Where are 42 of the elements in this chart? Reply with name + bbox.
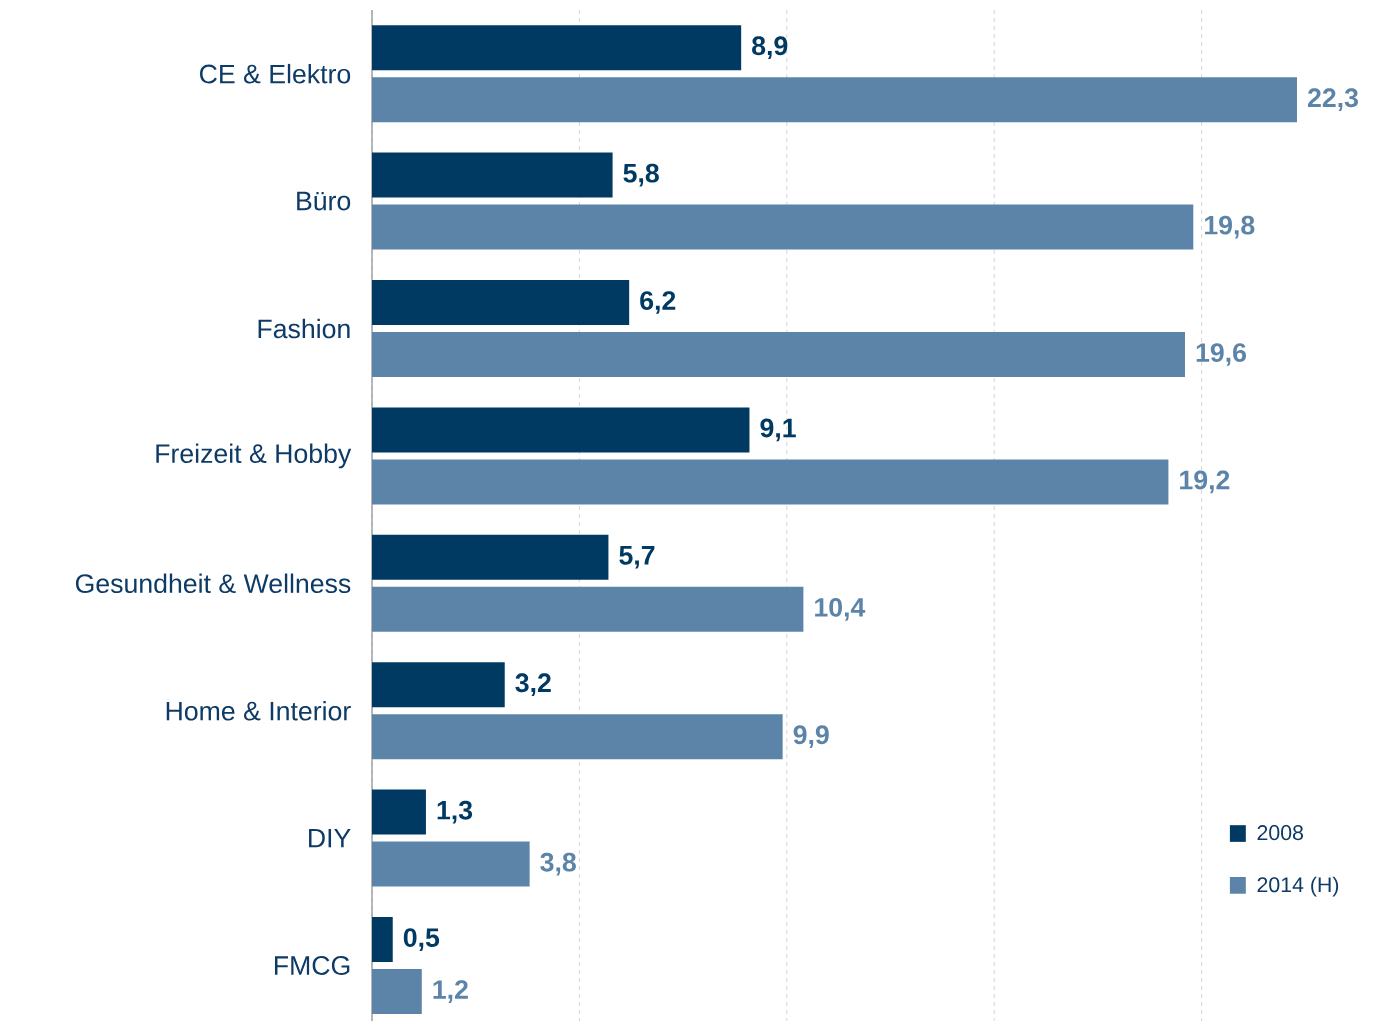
bar <box>372 152 613 198</box>
bar <box>372 459 1169 505</box>
y-tick-label: Büro <box>297 191 351 211</box>
bar <box>372 841 530 887</box>
legend-label: 2014 (H) <box>1257 876 1339 897</box>
bar <box>372 969 422 1015</box>
bar <box>372 586 804 632</box>
data-label: 6,2 <box>640 291 676 314</box>
data-label: 8,9 <box>752 36 788 60</box>
data-label: 3,8 <box>540 852 576 876</box>
data-label: 5,7 <box>619 546 655 569</box>
data-label: 19,6 <box>1196 343 1246 366</box>
y-tick-label: DIY <box>309 828 351 848</box>
bar <box>372 77 1297 123</box>
bar <box>372 407 750 453</box>
y-tick-label: FMCG <box>274 956 350 975</box>
data-label: 0,5 <box>403 928 440 951</box>
bar <box>372 280 630 325</box>
y-tick-label: CE & Elektro <box>200 63 351 84</box>
data-label: 19,8 <box>1205 215 1255 239</box>
data-label: 22,3 <box>1307 88 1358 112</box>
data-label: 3,2 <box>515 673 551 697</box>
bar <box>372 714 783 760</box>
bar <box>372 204 1194 250</box>
data-label: 9,1 <box>760 418 796 442</box>
data-label: 9,9 <box>793 725 829 749</box>
bar <box>372 662 505 708</box>
bar <box>372 789 426 835</box>
data-label: 19,2 <box>1180 470 1230 494</box>
y-tick-label: Home & Interior <box>166 700 351 721</box>
bar <box>372 332 1186 377</box>
y-tick-label: Freizeit & Hobby <box>156 443 352 469</box>
data-label: 1,3 <box>437 800 473 824</box>
y-tick-label: Fashion <box>258 318 350 339</box>
bar <box>372 534 609 580</box>
data-label: 1,2 <box>433 980 468 1003</box>
legend-label: 2008 <box>1257 825 1304 841</box>
data-label: 5,8 <box>623 163 659 187</box>
bar <box>372 917 393 963</box>
bar <box>372 25 742 71</box>
data-label: 10,4 <box>815 597 866 621</box>
y-tick-label: Gesundheit & Wellness <box>75 573 351 594</box>
